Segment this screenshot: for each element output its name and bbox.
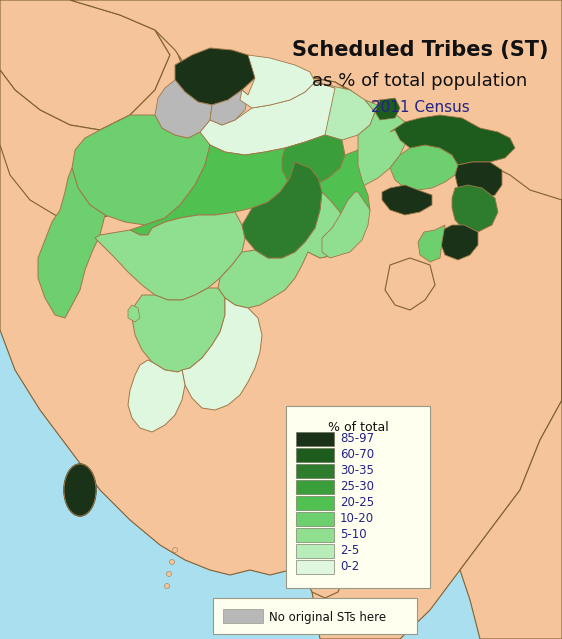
Polygon shape [130, 145, 295, 235]
Polygon shape [375, 98, 400, 120]
Text: 2011 Census: 2011 Census [370, 100, 469, 115]
Polygon shape [322, 192, 370, 258]
Polygon shape [348, 100, 408, 192]
Bar [296, 432, 334, 446]
Circle shape [465, 459, 471, 465]
Circle shape [459, 483, 465, 489]
Bar [296, 496, 334, 510]
Polygon shape [355, 98, 395, 120]
Polygon shape [210, 90, 248, 125]
Circle shape [166, 571, 171, 576]
Polygon shape [455, 162, 502, 200]
Text: No original STs here: No original STs here [269, 610, 386, 624]
Polygon shape [440, 225, 478, 260]
Polygon shape [452, 185, 498, 232]
Polygon shape [175, 48, 260, 105]
Polygon shape [132, 288, 225, 372]
Text: 5-10: 5-10 [340, 528, 366, 541]
Circle shape [170, 560, 174, 564]
Polygon shape [218, 192, 345, 308]
Text: 25-30: 25-30 [340, 481, 374, 493]
Bar [296, 464, 334, 478]
Text: 30-35: 30-35 [340, 465, 374, 477]
Polygon shape [385, 258, 435, 310]
Bar [296, 528, 334, 542]
Polygon shape [315, 82, 375, 140]
Polygon shape [0, 30, 185, 225]
Polygon shape [282, 135, 345, 188]
Circle shape [465, 447, 471, 453]
Polygon shape [390, 145, 458, 190]
Bar [296, 560, 334, 574]
Polygon shape [208, 70, 360, 122]
Text: as % of total population: as % of total population [312, 72, 528, 90]
Polygon shape [72, 115, 210, 225]
Polygon shape [200, 82, 350, 155]
Text: 0-2: 0-2 [340, 560, 359, 573]
Text: Scheduled Tribes (ST): Scheduled Tribes (ST) [292, 40, 549, 60]
Text: 10-20: 10-20 [340, 512, 374, 525]
Bar [296, 448, 334, 462]
Bar [296, 512, 334, 526]
Circle shape [173, 548, 178, 553]
Polygon shape [390, 115, 515, 165]
Polygon shape [128, 305, 140, 322]
Polygon shape [460, 200, 562, 639]
Bar [296, 544, 334, 558]
Text: 85-97: 85-97 [340, 433, 374, 445]
FancyBboxPatch shape [286, 406, 430, 588]
Polygon shape [95, 212, 245, 300]
Polygon shape [240, 55, 315, 108]
Circle shape [462, 471, 468, 477]
Text: 20-25: 20-25 [340, 497, 374, 509]
Polygon shape [155, 80, 212, 138]
Ellipse shape [64, 464, 96, 516]
Polygon shape [382, 185, 432, 215]
Bar [223, 609, 263, 623]
Polygon shape [38, 168, 105, 318]
Text: 2-5: 2-5 [340, 544, 359, 557]
Polygon shape [128, 360, 185, 432]
Polygon shape [418, 225, 445, 262]
FancyBboxPatch shape [213, 598, 417, 634]
Polygon shape [182, 298, 262, 410]
Polygon shape [303, 545, 345, 598]
Polygon shape [0, 0, 170, 130]
Circle shape [165, 583, 170, 589]
Bar [296, 480, 334, 494]
Text: % of total: % of total [328, 421, 388, 434]
Polygon shape [70, 0, 562, 200]
Polygon shape [300, 150, 370, 258]
Text: 60-70: 60-70 [340, 449, 374, 461]
Polygon shape [242, 162, 322, 258]
